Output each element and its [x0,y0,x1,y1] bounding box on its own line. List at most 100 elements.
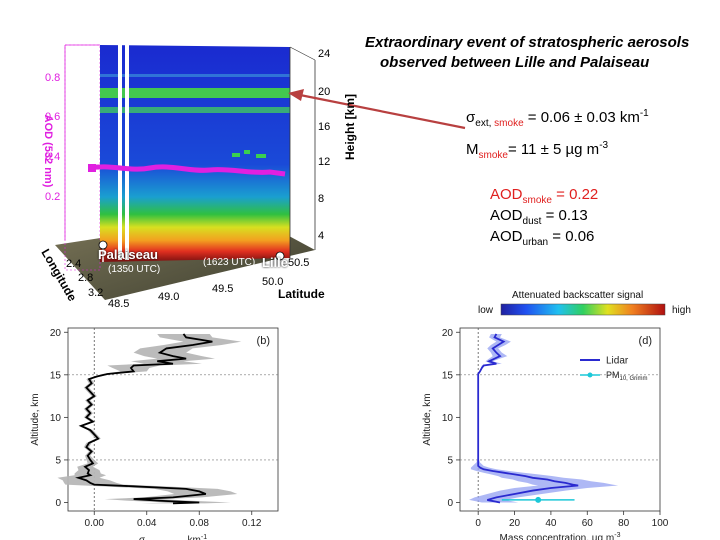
y-tick-label: 5 [55,455,61,466]
legend-pm-label: PM10, Grimm [606,370,648,382]
y-tick-label: 20 [442,328,454,339]
y-axis-label: Altitude, km [422,393,433,445]
y-tick-label: 15 [50,370,62,381]
y-tick-label: 5 [447,455,453,466]
x-axis-label: σaer, 532 nm, km-1 [139,534,207,540]
y-tick-label: 10 [442,413,454,424]
y-axis-label: Altitude, km [30,393,41,445]
smoke-band-lower [100,107,290,113]
aod-urban-equation: AODurban = 0.06 [490,228,594,248]
latitude-tick-1: 49.0 [158,291,180,303]
x-tick-label: 100 [652,518,669,529]
height-tick-2: 16 [318,121,331,133]
plot-frame [67,327,279,512]
x-tick-label: 0.04 [137,518,157,529]
aod-dust-sub: dust [522,216,542,227]
x-tick-label: 0 [475,518,481,529]
latitude-tick-3: 50.0 [262,276,284,288]
height-tick-1: 20 [318,86,331,98]
aod-tick-1: 0.6 [45,111,61,123]
cloud-speck-2 [244,150,250,154]
x-tick-label: 0.00 [85,518,105,529]
colorbar-low-label: low [478,305,494,316]
aod-urban-symbol: AOD [490,228,523,245]
cloud-speck-3 [256,154,266,158]
lille-label: Lille [262,255,289,270]
x-tick-label: 0.08 [190,518,210,529]
profile-line [75,333,213,505]
colorbar-title: Attenuated backscatter signal [512,290,644,301]
panel-b-chart: 0.00 0.04 0.08 0.12 0 5 10 15 20 Altitude, km (b) σ… [30,327,279,540]
uncertainty-band [469,333,619,503]
palaiseau-label: Palaiseau [98,247,158,262]
height-tick-0: 24 [318,48,331,60]
sigma-ext-smoke-equation: σext, smoke = 0.06 ± 0.03 km-1 [466,108,649,129]
sigma-sup: -1 [639,108,649,119]
panel-label: (b) [257,335,270,347]
longitude-tick-0: 2.4 [66,258,82,270]
aod-smoke-value: = 0.22 [551,186,599,203]
legend-pm-marker [587,372,593,378]
height-tick-3: 12 [318,156,331,168]
lille-marker [275,251,285,261]
x-tick-label: 80 [618,518,630,529]
x-tick-label: 40 [545,518,557,529]
palaiseau-marker [98,240,108,250]
height-tick-5: 4 [318,230,325,242]
height-tick-4: 8 [318,193,325,205]
aod-dust-equation: AODdust = 0.13 [490,207,588,227]
pm10-point [535,496,542,503]
panel-label: (d) [639,335,652,347]
y-tick-label: 0 [447,498,453,509]
height-axis-label: Height [km] [343,94,357,160]
slide-title-line-1: Extraordinary event of stratospheric aer… [365,34,690,51]
sigma-value: = 0.06 ± 0.03 km [523,109,640,126]
data-gap-1 [118,45,122,260]
sigma-symbol: σ [466,109,476,126]
latitude-tick-4: 50.5 [288,257,310,269]
data-gap-2 [125,45,129,260]
x-tick-label: 20 [509,518,521,529]
aod-start-marker [88,164,96,172]
x-tick-label: 0.12 [242,518,262,529]
aod-smoke-equation: AODsmoke = 0.22 [490,186,598,206]
sigma-sub-smoke: smoke [494,118,524,129]
x-axis-label: Mass concentration, µg m-3 [500,532,621,540]
axis-edge-top [289,46,316,61]
arrow-shaft [299,93,466,130]
latitude-tick-0: 48.5 [108,298,130,310]
aod-smoke-symbol: AOD [490,186,523,203]
aod-tick-2: 0.4 [45,151,61,163]
aod-dust-symbol: AOD [490,207,523,224]
longitude-tick-1: 2.8 [78,272,94,284]
aod-line [89,164,286,177]
y-tick-label: 10 [50,413,62,424]
palaiseau-time: (1350 UTC) [108,264,161,275]
x-tick-label: 60 [582,518,594,529]
legend-lidar-label: Lidar [606,356,629,367]
profile-line [477,333,579,504]
lidar-curtain [100,45,290,262]
colorbar [500,303,666,316]
lille-time: (1623 UTC) [203,257,256,268]
smoke-band-upper [100,88,290,98]
mass-value: = 11 ± 5 µg m [507,141,600,158]
colorbar-high-label: high [672,305,691,316]
smoke-band-faint [100,74,290,77]
latitude-tick-2: 49.5 [212,283,234,295]
mass-sup: -3 [599,140,609,151]
y-tick-label: 15 [442,370,454,381]
panel-d-chart: 0 20 40 60 80 100 0 5 10 15 20 Altitude, km (d) Lidar… [422,327,669,540]
aod-urban-value: = 0.06 [548,228,595,245]
aod-urban-sub: urban [522,237,549,248]
uncertainty-band [57,333,242,504]
cloud-speck-1 [232,153,240,157]
sigma-sub-ext: ext, [475,118,492,129]
aod-tick-0: 0.8 [45,72,61,84]
longitude-tick-2: 3.2 [88,287,104,299]
y-tick-label: 0 [55,498,61,509]
mass-smoke-equation: Msmoke= 11 ± 5 µg m-3 [466,140,608,161]
latitude-axis-label: Latitude [278,287,325,301]
slide-title-line-2: observed between Lille and Palaiseau [380,54,650,71]
